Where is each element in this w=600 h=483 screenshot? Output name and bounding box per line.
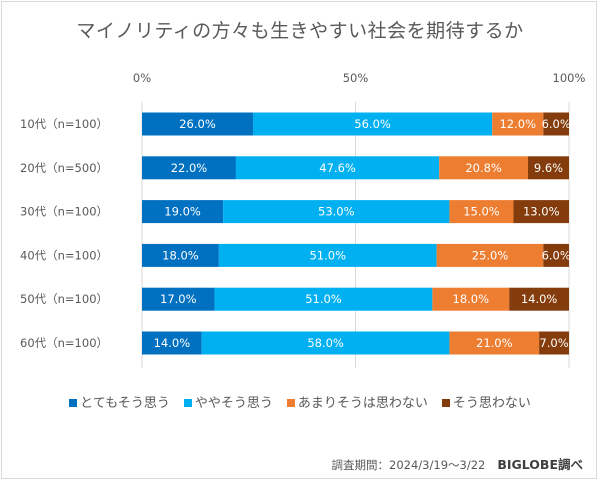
bar-segment bbox=[492, 112, 544, 136]
data-label: 17.0% bbox=[160, 292, 197, 306]
x-tick-label: 100% bbox=[553, 71, 586, 85]
data-label: 18.0% bbox=[453, 292, 490, 306]
data-label: 25.0% bbox=[472, 248, 509, 262]
data-label: 14.0% bbox=[154, 336, 191, 350]
data-label: 56.0% bbox=[354, 117, 391, 131]
legend-swatch bbox=[69, 399, 78, 407]
data-label: 53.0% bbox=[318, 205, 355, 219]
bar-segment bbox=[235, 156, 440, 180]
bar-segment bbox=[543, 243, 569, 267]
data-label: 6.0% bbox=[542, 248, 571, 262]
legend-item: そう思わない bbox=[441, 392, 531, 411]
bar-segment bbox=[142, 156, 236, 180]
data-label: 13.0% bbox=[523, 205, 560, 219]
bar-segment bbox=[142, 200, 224, 224]
bar-segment bbox=[142, 331, 202, 355]
data-label: 15.0% bbox=[463, 205, 500, 219]
legend-item: ややそう思う bbox=[183, 392, 273, 411]
bar-segment bbox=[528, 156, 569, 180]
bar-segment bbox=[432, 287, 510, 311]
bar-segment bbox=[223, 200, 450, 224]
data-label: 12.0% bbox=[499, 117, 536, 131]
x-tick-label: 50% bbox=[343, 71, 369, 85]
legend-item: とてもそう思う bbox=[69, 392, 170, 411]
bar-segment bbox=[436, 243, 544, 267]
data-label: 47.6% bbox=[319, 161, 356, 175]
data-label: 51.0% bbox=[309, 248, 346, 262]
bar-segment bbox=[142, 287, 215, 311]
data-label: 9.6% bbox=[534, 161, 563, 175]
data-label: 6.0% bbox=[542, 117, 571, 131]
chart-title: マイノリティの方々も生きやすい社会を期待するか bbox=[76, 20, 524, 42]
bar-segment bbox=[218, 243, 437, 267]
data-label: 14.0% bbox=[521, 292, 558, 306]
legend-swatch bbox=[286, 399, 295, 407]
category-label: 10代（n=100） bbox=[20, 117, 108, 131]
bar-segment bbox=[214, 287, 433, 311]
data-label: 22.0% bbox=[171, 161, 208, 175]
category-label: 30代（n=100） bbox=[20, 205, 108, 219]
legend-label: ややそう思う bbox=[194, 396, 273, 411]
footer: 調査期間：2024/3/19～3/22 BIGLOBE調べ bbox=[332, 454, 583, 473]
data-label: 51.0% bbox=[305, 292, 342, 306]
legend-swatch bbox=[183, 399, 192, 407]
legend-item: あまりそうは思わない bbox=[286, 392, 428, 411]
data-label: 26.0% bbox=[179, 117, 216, 131]
bar-segment bbox=[253, 112, 493, 136]
data-label: 19.0% bbox=[164, 205, 201, 219]
legend-swatch bbox=[441, 399, 450, 407]
data-label: 18.0% bbox=[162, 248, 199, 262]
category-label: 40代（n=100） bbox=[20, 248, 108, 262]
x-tick-label: 0% bbox=[133, 71, 151, 85]
bar-segment bbox=[509, 287, 569, 311]
bar-segment bbox=[142, 112, 254, 136]
data-label: 21.0% bbox=[476, 336, 513, 350]
data-label: 7.0% bbox=[539, 336, 568, 350]
source-credit: BIGLOBE調べ bbox=[497, 457, 583, 472]
category-label: 60代（n=100） bbox=[20, 336, 108, 350]
bar-segment bbox=[449, 200, 514, 224]
legend: とてもそう思う ややそう思う あまりそうは思わない そう思わない bbox=[0, 392, 600, 411]
legend-label: そう思わない bbox=[452, 396, 531, 411]
category-label: 20代（n=500） bbox=[20, 161, 108, 175]
bar-segment bbox=[201, 331, 450, 355]
bar-segment bbox=[543, 112, 569, 136]
bar-segment bbox=[449, 331, 540, 355]
bar-segment bbox=[142, 243, 219, 267]
data-label: 58.0% bbox=[307, 336, 344, 350]
survey-period: 調査期間：2024/3/19～3/22 bbox=[331, 458, 486, 472]
category-label: 50代（n=100） bbox=[20, 292, 108, 306]
legend-label: あまりそうは思わない bbox=[297, 396, 428, 411]
data-label: 20.8% bbox=[465, 161, 502, 175]
bar-segment bbox=[539, 331, 569, 355]
bar-segment bbox=[439, 156, 529, 180]
legend-label: とてもそう思う bbox=[80, 396, 170, 411]
bar-segment bbox=[513, 200, 569, 224]
